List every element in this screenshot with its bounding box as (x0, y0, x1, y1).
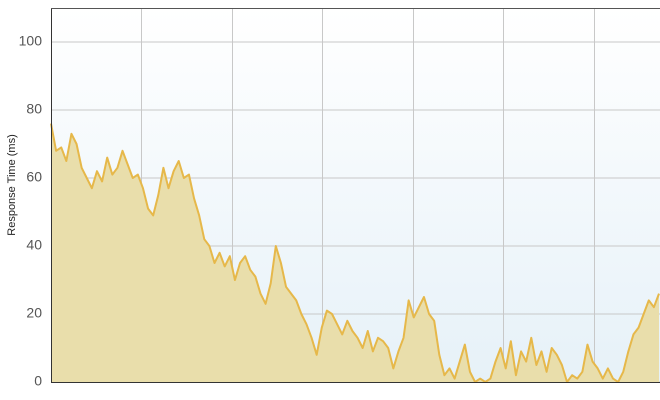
y-tick-label: 60 (26, 169, 42, 185)
area-line (50, 123, 660, 383)
y-tick-label: 100 (19, 33, 43, 49)
vertical-grid (141, 8, 595, 382)
y-tick-label: 20 (26, 305, 42, 321)
area-fill (51, 123, 659, 382)
y-tick-label: 80 (26, 101, 42, 117)
y-axis-label: Response Time (ms) (6, 134, 18, 235)
y-tick-label: 40 (26, 237, 42, 253)
y-tick-label: 0 (34, 373, 42, 389)
